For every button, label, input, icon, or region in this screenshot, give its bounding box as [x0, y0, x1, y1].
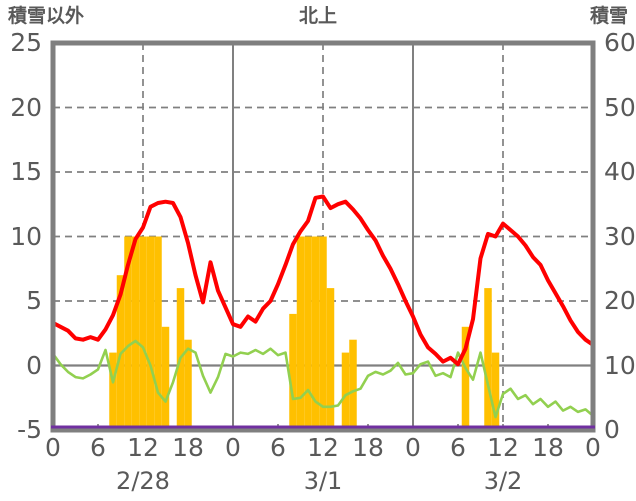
x-hour-tick-label: 18	[172, 433, 204, 462]
x-date-label: 3/1	[303, 467, 343, 495]
y-left-tick-label: 20	[10, 92, 42, 122]
bar	[484, 288, 492, 430]
y-left-tick-label: -5	[17, 415, 42, 444]
y-right-tick-label: 30	[604, 221, 636, 251]
y-right-tick-label: 10	[604, 350, 636, 380]
bar	[184, 339, 192, 430]
bar	[139, 236, 147, 430]
bar	[311, 236, 320, 430]
x-hour-tick-label: 6	[270, 433, 286, 462]
bar	[289, 313, 297, 430]
x-hour-tick-label: 12	[307, 433, 339, 462]
x-hour-tick-label: 18	[352, 433, 384, 462]
x-date-label: 3/2	[483, 467, 523, 495]
y-left-tick-label: 5	[26, 286, 42, 315]
x-hour-tick-label: 0	[585, 433, 601, 462]
sunshine-bars	[109, 236, 500, 430]
chart-frame	[50, 40, 596, 433]
bar	[296, 236, 305, 430]
chart-title: 北上	[298, 5, 337, 27]
y-right-tick-label: 0	[604, 415, 620, 444]
x-date-label: 2/28	[116, 467, 170, 495]
left-axis-title: 積雪以外	[8, 5, 85, 27]
bar	[491, 352, 500, 430]
x-hour-tick-label: 0	[405, 433, 421, 462]
bar	[154, 236, 162, 430]
right-axis-title: 積雪	[589, 5, 628, 27]
y-left-tick-label: 10	[10, 221, 42, 251]
green_line	[51, 339, 595, 419]
bar	[341, 352, 350, 430]
y-right-tick-label: 60	[604, 28, 636, 57]
x-hour-tick-label: 6	[450, 433, 466, 462]
bar	[131, 236, 140, 430]
x-hour-tick-label: 0	[45, 433, 61, 462]
x-hour-tick-label: 0	[225, 433, 241, 462]
red_line	[51, 194, 595, 367]
x-hour-tick-label: 18	[532, 433, 564, 462]
bar	[461, 326, 470, 430]
x-hour-tick-label: 6	[90, 433, 106, 462]
y-right-tick-label: 50	[604, 92, 636, 122]
y-right-tick-label: 40	[604, 157, 636, 186]
bar	[326, 288, 335, 430]
y-left-tick-label: 25	[10, 28, 42, 57]
bar	[304, 236, 312, 430]
x-hour-tick-label: 12	[127, 433, 159, 462]
bar	[161, 326, 170, 430]
y-left-tick-label: 0	[26, 350, 42, 380]
bar	[124, 236, 132, 430]
bar	[319, 236, 327, 430]
bar	[109, 352, 117, 430]
bar	[349, 339, 357, 430]
x-hour-tick-label: 12	[487, 433, 519, 462]
y-left-tick-label: 15	[10, 157, 42, 186]
bar	[146, 236, 155, 430]
y-right-tick-label: 20	[604, 286, 636, 315]
